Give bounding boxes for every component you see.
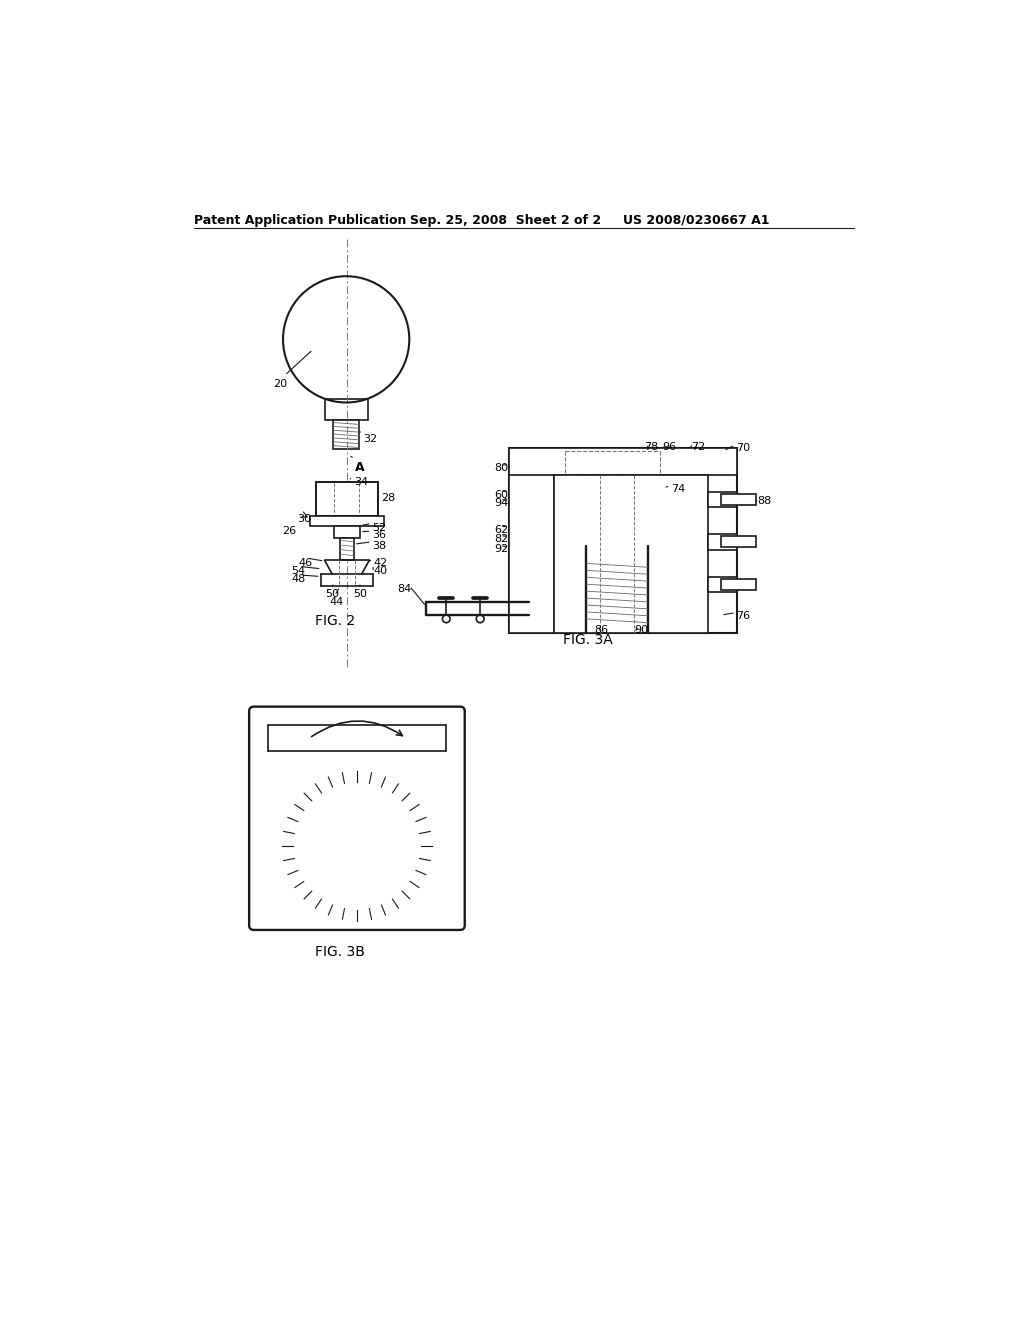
Text: 86: 86 (594, 626, 608, 635)
Text: FIG. 2: FIG. 2 (315, 614, 355, 628)
Bar (340, 539, 354, 560)
Text: A: A (355, 461, 365, 474)
Bar (310, 516, 384, 525)
Text: FIG. 3A: FIG. 3A (563, 632, 613, 647)
Text: 44: 44 (330, 597, 343, 606)
Text: 90: 90 (634, 626, 648, 635)
Text: US 2008/0230667 A1: US 2008/0230667 A1 (624, 214, 770, 227)
Bar (509, 447, 736, 632)
Text: FIG. 3B: FIG. 3B (315, 945, 366, 958)
Bar (708, 492, 736, 507)
Bar (721, 536, 756, 548)
Text: 50: 50 (353, 589, 367, 599)
Text: 78: 78 (644, 442, 658, 451)
Bar (721, 579, 756, 590)
Text: 70: 70 (736, 444, 751, 453)
Text: 20: 20 (273, 379, 287, 389)
Bar (334, 525, 360, 539)
Text: 76: 76 (736, 611, 751, 622)
Text: 52: 52 (373, 524, 386, 533)
FancyBboxPatch shape (249, 706, 465, 929)
Text: 34: 34 (354, 478, 368, 487)
Text: 42: 42 (374, 558, 388, 568)
Bar (708, 535, 736, 549)
Text: 30: 30 (297, 515, 311, 524)
Text: 36: 36 (373, 531, 386, 540)
Text: 32: 32 (364, 434, 377, 444)
Text: 40: 40 (374, 566, 388, 577)
Text: 48: 48 (292, 574, 306, 585)
Text: 60: 60 (494, 490, 508, 499)
Text: 80: 80 (494, 463, 508, 474)
Bar (325, 399, 368, 420)
Bar (316, 482, 378, 516)
Text: 38: 38 (373, 541, 386, 550)
Bar (721, 494, 756, 506)
Text: 46: 46 (298, 558, 312, 568)
Text: 74: 74 (671, 484, 685, 494)
Text: 84: 84 (397, 585, 412, 594)
Text: 96: 96 (662, 442, 676, 451)
Text: 50: 50 (326, 589, 339, 599)
Bar (708, 577, 736, 591)
Text: 88: 88 (758, 496, 772, 506)
Bar (333, 420, 359, 449)
Text: Patent Application Publication: Patent Application Publication (195, 214, 407, 227)
Text: 82: 82 (494, 535, 508, 544)
Text: 62: 62 (494, 525, 508, 535)
Bar (509, 447, 554, 632)
Text: 94: 94 (494, 498, 508, 508)
Text: 92: 92 (494, 544, 508, 554)
Bar (554, 475, 708, 632)
Text: 72: 72 (691, 442, 706, 451)
Text: 26: 26 (283, 527, 296, 536)
Bar (509, 447, 736, 475)
Text: 54: 54 (292, 566, 305, 576)
Text: 28: 28 (381, 492, 395, 503)
Text: Sep. 25, 2008  Sheet 2 of 2: Sep. 25, 2008 Sheet 2 of 2 (410, 214, 601, 227)
